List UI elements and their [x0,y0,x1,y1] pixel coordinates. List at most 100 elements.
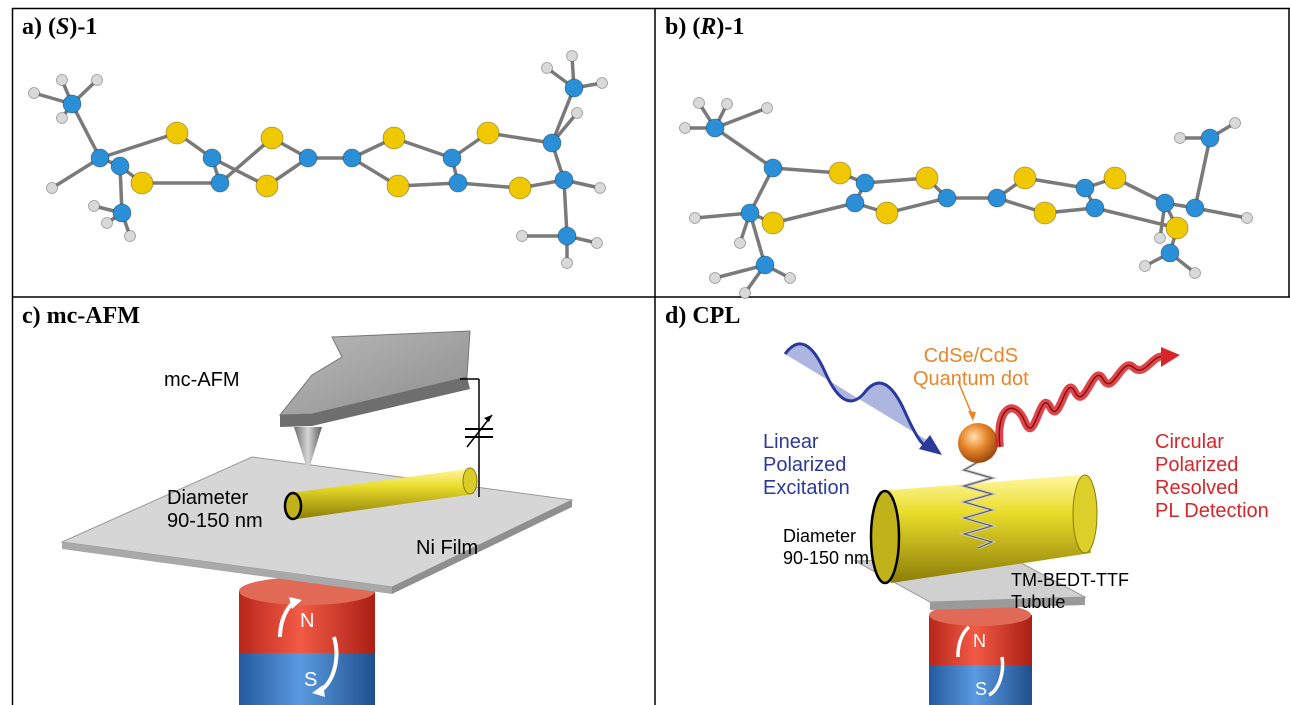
mol-a-hydrogen-atom [566,50,578,62]
mol-a-hydrogen-atom [591,237,603,249]
mol-b-bond [772,201,856,225]
mol-b-carbon-atom [1085,198,1105,218]
mol-b-carbon-atom [1075,178,1095,198]
ni-film-plate [60,456,574,594]
mol-a-carbon-atom [298,148,318,168]
mol-a-bond [562,179,569,237]
mol-a-sulfur-atom [382,126,406,150]
panel-d-label: d) CPL [665,303,741,329]
mol-a-bond [550,87,576,144]
mol-b-bond [694,211,751,220]
panel-c: c) mc-AFM [12,297,655,705]
detection-helix [995,347,1180,448]
qd-pointer [957,380,974,418]
mol-b-bond [748,212,767,266]
excitation-wave [783,342,942,455]
mol-a-bond [51,156,101,190]
mol-a-hydrogen-atom [541,62,553,74]
excitation-label: Linear Polarized Excitation [763,431,850,499]
mol-b-hydrogen-atom [721,98,733,110]
mol-b-sulfur-atom [1033,201,1057,225]
grid-lines [11,7,1290,705]
mol-b-bond [714,126,774,170]
mol-b-hydrogen-atom [1229,117,1241,129]
diameter-label-c: Diameter [167,487,249,509]
detection-label: Circular Polarized Resolved PL Detection [1155,431,1269,522]
mol-a-carbon-atom [542,133,562,153]
mol-b-sulfur-atom [1103,166,1127,190]
diameter-label-d: Diameter 90-150 nm [783,526,870,568]
mol-b-hydrogen-atom [784,272,796,284]
diameter-value-c: 90-150 nm [167,510,263,532]
mol-b-bond [772,166,841,175]
mol-a-sulfur-atom [508,176,532,200]
magnet-d-south: S [975,679,987,699]
mol-b-sulfur-atom [915,166,939,190]
mol-a-hydrogen-atom [56,112,68,124]
mol-b-carbon-atom [740,203,760,223]
panel-c-label: c) mc-AFM [22,303,140,329]
magnet-c: N S [239,577,375,705]
mol-a-hydrogen-atom [101,217,113,229]
mol-a-carbon-atom [202,148,222,168]
mol-b-hydrogen-atom [1241,212,1253,224]
mol-a-hydrogen-atom [56,74,68,86]
mol-a-hydrogen-atom [124,230,136,242]
mol-b-hydrogen-atom [761,102,773,114]
mol-b-hydrogen-atom [1174,132,1186,144]
mol-a-hydrogen-atom [571,107,583,119]
mol-b-hydrogen-atom [1139,260,1151,272]
mol-b-hydrogen-atom [709,272,721,284]
mol-b-bond [714,106,768,130]
mol-b-hydrogen-atom [734,237,746,249]
mol-b-sulfur-atom [828,161,852,185]
mol-a-hydrogen-atom [594,182,606,194]
panel-d: d) CPL [655,297,1290,705]
afm-cantilever [278,330,471,472]
mol-b-hydrogen-atom [679,122,691,134]
quantum-dot [958,423,998,463]
mol-b-carbon-atom [937,188,957,208]
mol-a-sulfur-atom [476,121,500,145]
mol-a-carbon-atom [442,148,462,168]
mol-b-sulfur-atom [875,201,899,225]
mol-b-hydrogen-atom [693,97,705,109]
afm-label: mc-AFM [164,369,240,391]
mol-a-bond [218,136,274,185]
mol-a-carbon-atom [557,226,577,246]
panel-a-label: a) (S)-1 [22,14,98,40]
panel-b: b) (R)-1 [655,8,1290,299]
mol-a-carbon-atom [112,203,132,223]
mol-b-bond [1193,137,1212,209]
mol-b-carbon-atom [1155,193,1175,213]
mol-b-hydrogen-atom [689,212,701,224]
mol-b-carbon-atom [1160,243,1180,263]
mol-a-carbon-atom [210,173,230,193]
mol-b-sulfur-atom [1165,216,1189,240]
magnet-d: N S [929,604,1032,705]
mol-b-hydrogen-atom [1189,267,1201,279]
mol-b-carbon-atom [1185,198,1205,218]
mol-a-bond [70,103,102,159]
mol-b-carbon-atom [705,118,725,138]
mol-b-carbon-atom [855,173,875,193]
mol-a-carbon-atom [564,78,584,98]
mol-a-carbon-atom [90,148,110,168]
circuit-wire [460,378,493,497]
mol-a-sulfur-atom [260,126,284,150]
mol-a-carbon-atom [110,156,130,176]
mol-a-hydrogen-atom [91,74,103,86]
mol-a-carbon-atom [448,173,468,193]
mol-b-hydrogen-atom [1154,232,1166,244]
afm-setup-diagram: N S [60,330,574,705]
mol-a-hydrogen-atom [561,257,573,269]
mol-b-carbon-atom [1200,128,1220,148]
mol-a-hydrogen-atom [46,182,58,194]
mol-b-sulfur-atom [1013,166,1037,190]
molecule-r-1 [679,97,1253,299]
mol-a-sulfur-atom [165,121,189,145]
panel-b-label: b) (R)-1 [665,14,745,40]
molecule-s-1 [28,50,608,269]
mol-b-carbon-atom [763,158,783,178]
quantum-dot-label: CdSe/CdS Quantum dot [913,345,1029,390]
